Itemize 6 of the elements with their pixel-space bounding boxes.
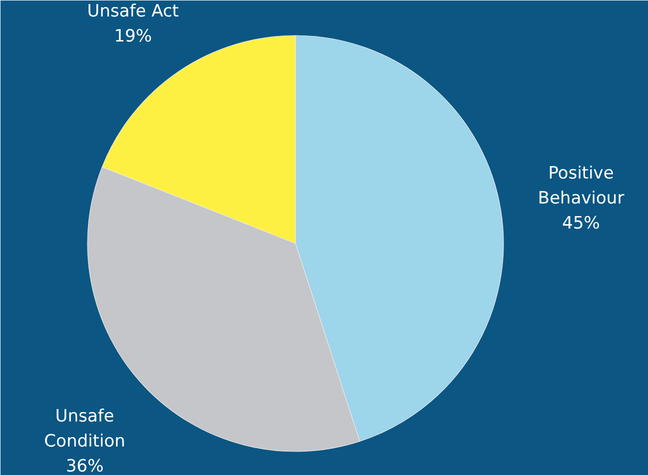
slice-label: Unsafe Condition (44, 406, 126, 452)
data-label: 19% (114, 26, 152, 46)
data-label: 45% (562, 213, 600, 234)
slice-label: Positive Behaviour (538, 163, 624, 208)
slice-label: Unsafe Act (87, 1, 180, 22)
data-label: 36% (66, 456, 104, 475)
